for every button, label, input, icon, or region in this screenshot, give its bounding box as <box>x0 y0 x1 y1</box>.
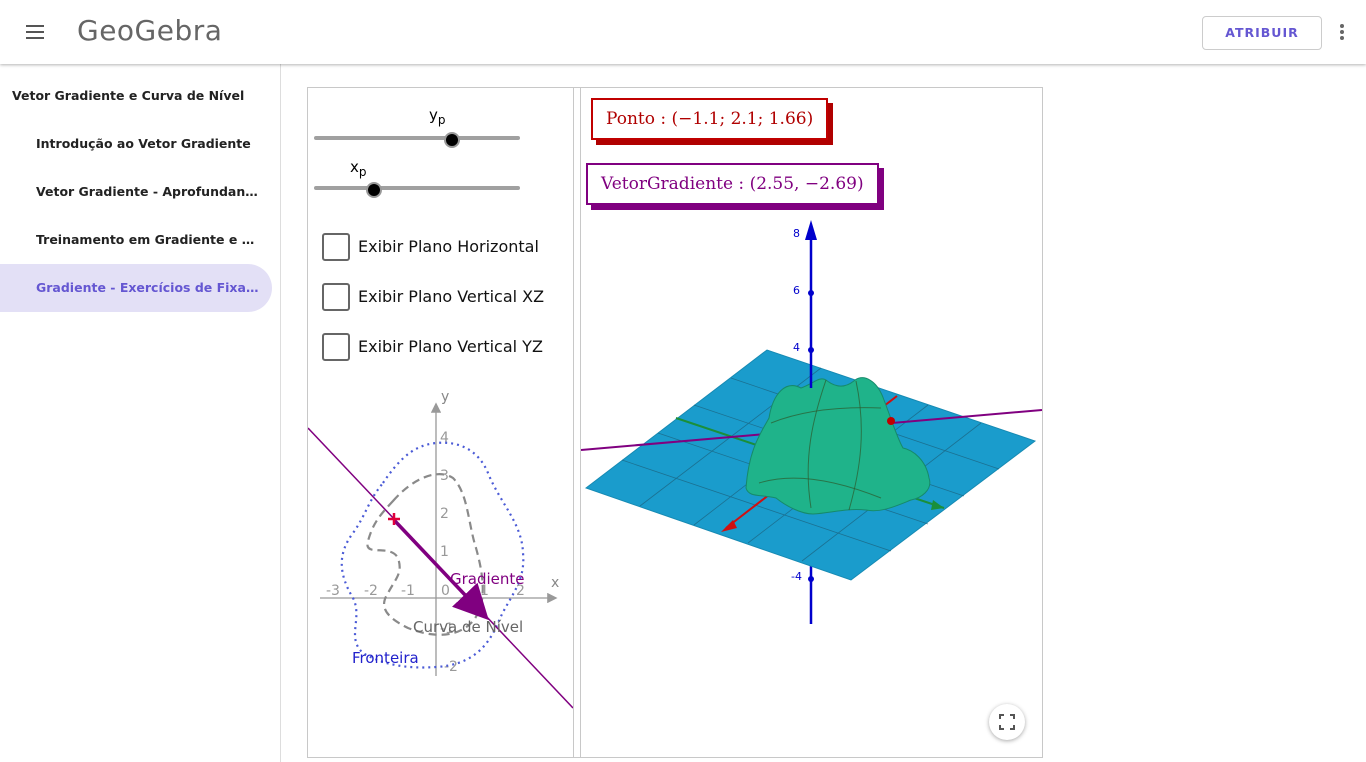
y-tick: -2 <box>444 659 458 675</box>
x-tick: 2 <box>516 583 525 599</box>
slider-xp-handle[interactable] <box>365 182 382 198</box>
y-tick: 3 <box>440 468 449 484</box>
level-curve <box>366 473 484 636</box>
z-axis-arrow <box>805 220 817 240</box>
checkbox-label[interactable]: Exibir Plano Vertical YZ <box>358 337 543 356</box>
checkbox-label[interactable]: Exibir Plano Vertical XZ <box>358 287 545 306</box>
sidebar-item-label: Vetor Gradiente - Aprofundando ... <box>36 184 262 199</box>
book-title[interactable]: Vetor Gradiente e Curva de Nível <box>12 88 245 103</box>
checkbox-box[interactable] <box>322 233 350 261</box>
y-tick: -1 <box>440 621 454 637</box>
fullscreen-button[interactable] <box>989 704 1025 740</box>
top-app-bar: GeoGebra ATRIBUIR <box>0 0 1366 64</box>
surface-point[interactable] <box>887 417 895 425</box>
sidebar-item-aprofundando[interactable]: Vetor Gradiente - Aprofundando ... <box>0 168 272 216</box>
level-curve-plot[interactable]: x y -3 -2 -1 0 1 2 4 3 2 1 -1 -2 <box>308 383 573 757</box>
slider-yp-label: yp <box>429 106 446 127</box>
z-tick-point <box>808 347 814 353</box>
z-tick-label: 4 <box>793 341 800 354</box>
y-tick: 4 <box>440 430 449 446</box>
point-info-box: Ponto : (−1.1; 2.1; 1.66) <box>591 98 829 140</box>
sidebar-item-treinamento[interactable]: Treinamento em Gradiente e Curv... <box>0 216 272 264</box>
sidebar-item-label: Treinamento em Gradiente e Curv... <box>36 232 262 247</box>
z-tick-label: 8 <box>793 227 800 240</box>
checkbox-box[interactable] <box>322 283 350 311</box>
z-tick-point <box>808 576 814 582</box>
slider-xp-track[interactable] <box>314 186 520 190</box>
sidebar-item-introducao[interactable]: Introdução ao Vetor Gradiente <box>0 120 272 168</box>
level-curve-label: Curva de Nível <box>413 618 523 636</box>
y-tick: 2 <box>440 506 449 522</box>
slider-yp-track[interactable] <box>314 136 520 140</box>
y-axis-arrow <box>721 520 737 532</box>
geogebra-logo[interactable]: GeoGebra <box>77 14 223 47</box>
geogebra-applet: yp xp Exibir Plano Horizontal Exibir Pla… <box>307 87 1043 758</box>
assign-button[interactable]: ATRIBUIR <box>1202 16 1322 50</box>
sidebar-item-exercicios[interactable]: Gradiente - Exercícios de Fixação <box>0 264 272 312</box>
slider-yp-handle[interactable] <box>444 132 461 148</box>
gradient-vector <box>392 518 489 621</box>
x-axis-label: x <box>551 575 559 591</box>
sidebar-item-label: Gradiente - Exercícios de Fixação <box>36 280 262 295</box>
x-tick: 0 <box>441 583 450 599</box>
surface-mesh-line <box>807 379 827 509</box>
y-axis-label: y <box>441 389 449 405</box>
checkbox-box[interactable] <box>322 333 350 361</box>
panel-divider[interactable] <box>574 88 581 757</box>
x-tick: -3 <box>326 583 340 599</box>
point-marker[interactable] <box>388 513 400 525</box>
gradient-info-box: VetorGradiente : (2.55, −2.69) <box>586 163 879 205</box>
graphics-view-2d: yp xp Exibir Plano Horizontal Exibir Pla… <box>308 88 574 757</box>
x-axis-arrow <box>931 500 944 510</box>
checkbox-label[interactable]: Exibir Plano Horizontal <box>358 237 539 256</box>
surface-mesh-line <box>758 477 882 499</box>
surface-mesh-line <box>848 380 862 511</box>
boundary-label: Fronteira <box>352 649 419 667</box>
surface-3d-plot[interactable]: -4 <box>581 88 1042 757</box>
x-tick: -2 <box>364 583 378 599</box>
y-tick: 1 <box>440 544 449 560</box>
z-tick-point <box>808 290 814 296</box>
z-tick-label: 6 <box>793 284 800 297</box>
gradient-label: Gradiente <box>450 570 525 588</box>
hamburger-menu-icon[interactable] <box>22 20 50 44</box>
fullscreen-icon <box>999 714 1015 730</box>
z-tick-label: -4 <box>791 570 802 583</box>
book-sidebar: Vetor Gradiente e Curva de Nível Introdu… <box>0 64 281 762</box>
surface-function <box>745 377 931 515</box>
slider-xp-label: xp <box>350 158 367 179</box>
graphics-view-3d[interactable]: Ponto : (−1.1; 2.1; 1.66) VetorGradiente… <box>581 88 1042 757</box>
more-vert-icon[interactable] <box>1332 20 1352 44</box>
x-tick: -1 <box>401 583 415 599</box>
sidebar-item-label: Introdução ao Vetor Gradiente <box>36 136 251 151</box>
